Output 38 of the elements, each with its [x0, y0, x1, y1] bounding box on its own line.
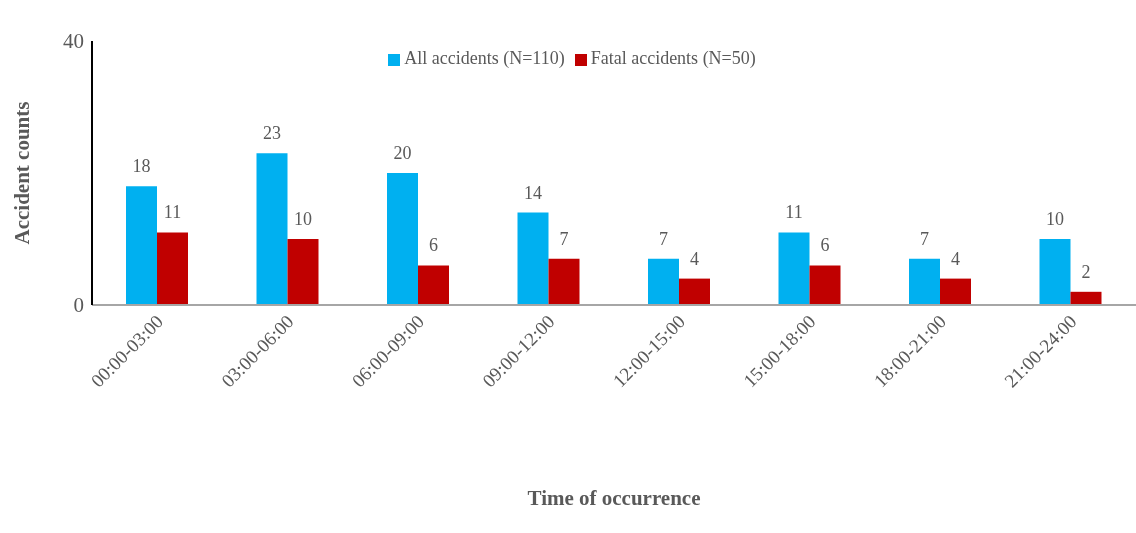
data-label: 4	[951, 248, 960, 269]
bar	[679, 278, 710, 305]
data-label: 18	[132, 156, 151, 177]
data-label: 6	[820, 235, 830, 256]
bar	[940, 278, 971, 305]
bar	[517, 212, 549, 305]
x-axis-title: Time of occurrence	[527, 486, 701, 510]
data-label: 10	[294, 209, 312, 229]
legend-label: Fatal accidents (N=50)	[590, 48, 756, 68]
data-label: 11	[785, 202, 803, 223]
bar	[256, 153, 288, 305]
bar	[157, 232, 188, 305]
bar	[1039, 239, 1071, 305]
data-label: 4	[690, 248, 699, 269]
bar	[648, 258, 679, 305]
data-label: 23	[263, 123, 281, 144]
y-axis-title: Accident counts	[10, 101, 35, 245]
bar	[1070, 291, 1102, 305]
bar	[387, 173, 418, 305]
data-label: 2	[1081, 261, 1091, 282]
bar	[287, 239, 319, 305]
bar	[548, 258, 580, 305]
bar	[418, 265, 449, 305]
data-label: 11	[163, 202, 182, 223]
data-label: 20	[393, 143, 412, 163]
data-label: 6	[429, 235, 438, 256]
y-tick-label: 0	[73, 293, 84, 318]
bar	[126, 186, 157, 305]
bar	[778, 232, 810, 305]
data-label: 7	[559, 228, 569, 249]
data-label: 10	[1046, 209, 1064, 229]
data-label: 7	[920, 228, 929, 249]
legend-label: All accidents (N=110)	[404, 48, 565, 68]
bar	[909, 258, 940, 305]
y-tick-label: 40	[63, 29, 84, 54]
data-label: 14	[524, 182, 542, 203]
bar	[809, 265, 841, 305]
data-label: 7	[659, 228, 668, 249]
